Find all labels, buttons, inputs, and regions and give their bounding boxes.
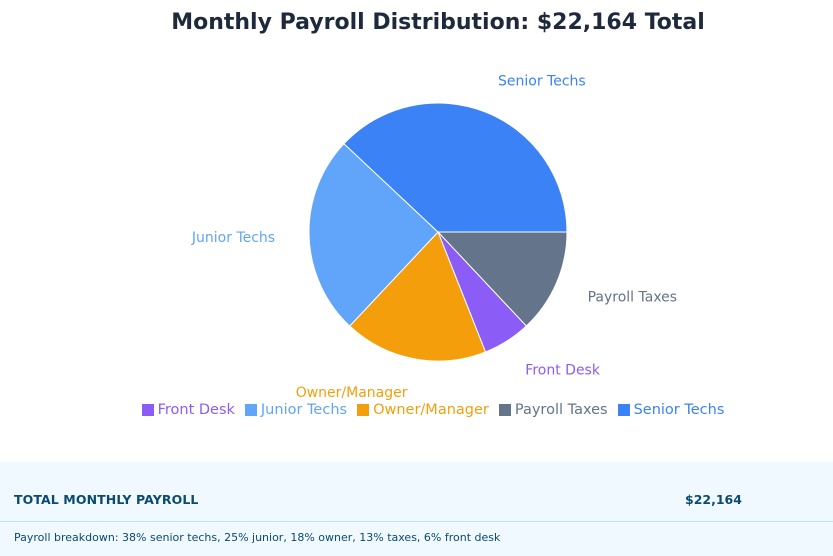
legend-item-front-desk[interactable]: Front Desk [141, 402, 235, 418]
legend-item-payroll-taxes[interactable]: Payroll Taxes [498, 402, 608, 418]
pie-label-junior-techs: Junior Techs [191, 230, 275, 246]
summary-total-label: TOTAL MONTHLY PAYROLL [14, 492, 199, 507]
pie-label-owner-manager: Owner/Manager [296, 385, 408, 400]
legend-item-junior-techs[interactable]: Junior Techs [244, 402, 348, 418]
legend-label-front-desk: Front Desk [157, 402, 235, 418]
legend-label-payroll-taxes: Payroll Taxes [514, 402, 608, 418]
pie-slice-junior-techs [308, 142, 439, 327]
pie-chart: Payroll Taxes Front Desk Owner/Manager Juni… [191, 73, 677, 400]
legend-item-senior-techs[interactable]: Senior Techs [617, 402, 725, 418]
summary-total-value: $22,164 [685, 492, 742, 507]
summary-breakdown-note: Payroll breakdown: 38% senior techs, 25%… [14, 531, 501, 544]
legend-label-junior-techs: Junior Techs [260, 402, 348, 418]
summary-total-row: TOTAL MONTHLY PAYROLL $22,164 [0, 462, 833, 522]
legend-swatch-front-desk [141, 404, 154, 416]
pie-slice-owner-manager [348, 231, 487, 362]
chart-title: Monthly Payroll Distribution: $22,164 To… [171, 10, 705, 35]
pie-label-payroll-taxes: Payroll Taxes [588, 290, 678, 306]
legend-label-senior-techs: Senior Techs [633, 402, 725, 418]
legend-swatch-junior-techs [244, 404, 257, 416]
pie-slices [308, 102, 568, 362]
pie-label-senior-techs: Senior Techs [498, 73, 586, 89]
legend-label-owner-manager: Owner/Manager [373, 402, 489, 418]
legend-swatch-senior-techs [617, 404, 630, 416]
pie-slice-payroll-taxes [436, 231, 568, 327]
legend-swatch-payroll-taxes [498, 404, 511, 416]
payroll-summary: TOTAL MONTHLY PAYROLL $22,164 Payroll br… [0, 462, 833, 556]
pie-slice-senior-techs [343, 102, 568, 233]
pie-slice-labels: Payroll Taxes Front Desk Owner/Manager Juni… [191, 73, 677, 400]
legend-item-owner-manager[interactable]: Owner/Manager [357, 402, 489, 418]
legend-swatch-owner-manager [357, 404, 370, 416]
pie-label-front-desk: Front Desk [525, 363, 601, 379]
chart-legend: Front Desk Junior Techs Owner/Manager Payro… [0, 402, 833, 418]
